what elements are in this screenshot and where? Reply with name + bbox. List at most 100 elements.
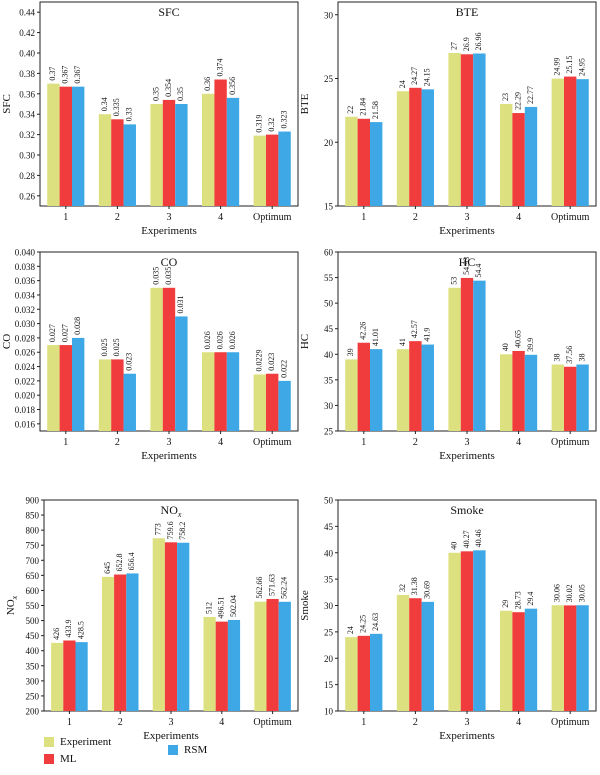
- data-label: 27: [449, 42, 458, 50]
- y-tick-label: 0.34: [19, 110, 35, 120]
- x-tick-label: 2: [115, 212, 120, 223]
- y-tick-label: 0.028: [15, 333, 36, 343]
- data-label: 502.04: [229, 595, 238, 617]
- bar-ml: [266, 598, 279, 711]
- data-label: 0.323: [279, 111, 288, 129]
- y-tick-label: 0.040: [15, 248, 36, 258]
- data-label: 0.367: [61, 66, 70, 84]
- x-tick-label: 3: [167, 212, 172, 223]
- bar-rsm: [126, 573, 139, 711]
- x-tick-label: 4: [516, 212, 521, 223]
- chart-0: SFC 0.26 0.28 0.30 0.32 0.34 0.36 0.38 0.40 0.42 0…: [1, 1, 299, 237]
- y-tick-label: 35: [324, 375, 334, 385]
- bar-ml: [111, 359, 124, 431]
- data-label: 0.031: [176, 295, 185, 313]
- y-tick-label: 45: [324, 522, 334, 532]
- y-tick-label: 0.022: [15, 376, 35, 386]
- data-label: 40: [449, 542, 458, 550]
- data-label: 40.65: [513, 330, 522, 348]
- y-tick-label: 30: [324, 401, 334, 411]
- bar-ml: [460, 551, 474, 711]
- bar-experiment: [500, 354, 513, 431]
- data-label: 41.01: [371, 328, 380, 346]
- bar-rsm: [71, 86, 85, 206]
- data-label: 645: [103, 562, 112, 574]
- bar-experiment: [345, 359, 358, 431]
- bar-ml: [409, 87, 422, 206]
- y-tick-label: 0.38: [19, 69, 35, 79]
- data-label: 0.34: [100, 97, 109, 111]
- data-label: 24.25: [359, 615, 368, 633]
- bar-rsm: [123, 124, 136, 206]
- bar-rsm: [421, 89, 434, 206]
- bar-ml: [214, 79, 227, 206]
- data-label: 26.96: [474, 33, 483, 51]
- bar-experiment: [500, 104, 513, 206]
- data-label: 24: [398, 80, 407, 88]
- y-tick-label: 20: [324, 654, 334, 664]
- x-tick-label: 3: [465, 437, 470, 448]
- y-tick-label: 30: [324, 601, 334, 611]
- bar-ml: [164, 542, 178, 711]
- bar-rsm: [473, 280, 486, 431]
- chart-title: Smoke: [450, 503, 483, 517]
- data-label: 25.15: [565, 56, 574, 74]
- data-label: 0.37: [48, 67, 57, 81]
- data-label: 24.27: [410, 67, 419, 85]
- x-tick-label: 2: [413, 717, 418, 728]
- bar-ml: [162, 287, 176, 431]
- data-label: 30.05: [577, 584, 586, 602]
- bar-experiment: [203, 616, 216, 711]
- data-label: 24.95: [577, 58, 586, 76]
- data-label: 40: [501, 343, 510, 351]
- y-tick-label: 0.032: [15, 305, 35, 315]
- y-tick-label: 20: [324, 138, 334, 148]
- chart-4: NOx 200 250 300 350 400 450 500 550 600 650 700 750 8…: [5, 496, 299, 742]
- x-tick-label: 3: [465, 717, 470, 728]
- data-label: 0.36: [203, 77, 212, 91]
- y-tick-label: 550: [26, 601, 40, 611]
- bar-rsm: [473, 53, 486, 207]
- bar-rsm: [75, 642, 88, 711]
- x-tick-label: 1: [63, 212, 68, 223]
- y-axis-label: Smoke: [299, 590, 311, 621]
- data-label: 0.026: [228, 331, 237, 349]
- legend-rsm: RSM: [168, 744, 207, 756]
- x-tick-label: 3: [167, 437, 172, 448]
- chart-title-subscript: x: [177, 510, 182, 519]
- data-label: 32: [398, 584, 407, 592]
- y-tick-label: 250: [26, 691, 40, 701]
- bar-rsm: [576, 79, 589, 206]
- data-label: 0.028: [73, 317, 82, 335]
- bar-experiment: [150, 287, 163, 431]
- bar-ml: [409, 598, 422, 711]
- bar-ml: [460, 54, 474, 207]
- bar-experiment: [253, 374, 267, 431]
- data-label: 54.4: [474, 264, 483, 278]
- data-label: 0.026: [203, 331, 212, 349]
- x-tick-label: 1: [361, 717, 366, 728]
- data-label: 22.77: [526, 86, 535, 104]
- legend-ml: ML: [44, 753, 77, 765]
- data-label: 21.58: [371, 101, 380, 119]
- y-tick-label: 25: [324, 427, 334, 437]
- data-label: 30.02: [565, 584, 574, 602]
- legend-ml-swatch: [44, 754, 54, 764]
- x-axis-label: Experiments: [439, 730, 495, 742]
- data-label: 38: [553, 354, 562, 362]
- bar-rsm: [278, 601, 291, 711]
- bar-experiment: [101, 576, 115, 711]
- bar-experiment: [396, 91, 410, 206]
- x-tick-label: 3: [169, 717, 174, 728]
- data-label: 0.035: [164, 267, 173, 285]
- y-tick-label: 50: [324, 496, 334, 506]
- y-tick-label: 500: [26, 616, 40, 626]
- data-label: 24.63: [371, 613, 380, 631]
- y-tick-label: 35: [324, 575, 334, 585]
- chart-title: HC: [459, 255, 476, 269]
- data-label: 0.33: [125, 107, 134, 121]
- data-label: 0.022: [279, 360, 288, 378]
- x-axis-label: Experiments: [143, 730, 199, 742]
- legend-experiment-label: Experiment: [60, 736, 112, 748]
